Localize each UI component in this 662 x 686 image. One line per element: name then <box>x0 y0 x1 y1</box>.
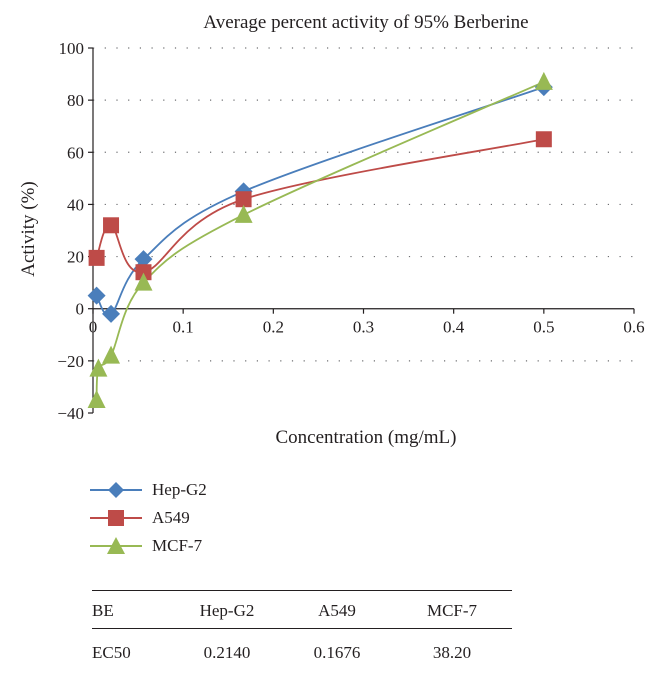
data-point-a549 <box>535 131 552 148</box>
table-cell: 0.2140 <box>203 643 251 662</box>
data-point-mcf-7 <box>87 389 106 408</box>
y-tick-label: −40 <box>57 404 84 423</box>
series-curves <box>95 81 545 401</box>
legend-item-hep-g2: Hep-G2 <box>88 476 207 504</box>
series-line-hep-g2 <box>95 86 545 316</box>
legend: Hep-G2 A549 MCF-7 <box>88 476 207 560</box>
table-row: EC50 0.2140 0.1676 38.20 <box>92 629 512 673</box>
data-point-mcf-7 <box>89 358 108 377</box>
table-cell: EC50 <box>92 643 131 662</box>
data-point-hep-g2 <box>134 250 153 269</box>
legend-label: Hep-G2 <box>152 480 207 499</box>
y-tick-label: 80 <box>67 91 84 110</box>
chart: Average percent activity of 95% Berberin… <box>18 12 645 448</box>
series-markers <box>87 71 553 408</box>
x-tick-label: 0 <box>89 318 98 337</box>
legend-swatch-a549 <box>90 510 142 526</box>
x-tick-label: 0.2 <box>263 318 284 337</box>
y-tick-label: 20 <box>67 248 84 267</box>
data-point-a549 <box>135 264 152 281</box>
y-tick-label: 60 <box>67 143 84 162</box>
series-line-a549 <box>95 138 545 274</box>
data-point-a549 <box>103 217 120 234</box>
legend-item-mcf-7: MCF-7 <box>88 532 207 560</box>
x-tick-label: 0.6 <box>623 318 644 337</box>
y-axis-label: Activity (%) <box>18 181 39 277</box>
table-mid-rule <box>92 628 512 629</box>
data-point-mcf-7 <box>102 345 121 364</box>
data-point-mcf-7 <box>134 272 153 291</box>
table-header-cell: Hep-G2 <box>199 601 255 620</box>
table-cell: 0.1676 <box>313 643 361 662</box>
x-tick-label: 0.5 <box>533 318 554 337</box>
data-point-mcf-7 <box>234 204 253 223</box>
x-axis-label: Concentration (mg/mL) <box>276 427 457 448</box>
y-tick-label: 40 <box>67 195 84 214</box>
x-tick-label: 0.4 <box>443 318 465 337</box>
y-tick-label: 0 <box>76 300 85 319</box>
data-point-hep-g2 <box>87 286 106 305</box>
chart-title: Average percent activity of 95% Berberin… <box>203 12 528 33</box>
y-tick-label: 100 <box>59 39 85 58</box>
legend-swatch-mcf-7 <box>90 537 142 554</box>
legend-label: MCF-7 <box>152 536 203 555</box>
table-top-rule <box>92 590 512 591</box>
y-tick-label: −20 <box>57 352 84 371</box>
tick-labels: −40 −20 0 20 40 60 80 100 0 0.1 0.2 0.3 0.4 0.5 0.6 <box>57 39 644 423</box>
ec50-table: BE Hep-G2 A549 MCF-7 EC50 0.2140 0.1676 … <box>92 590 512 673</box>
x-tick-label: 0.3 <box>353 318 374 337</box>
table-cell: 38.20 <box>432 643 472 662</box>
gridlines <box>93 47 634 362</box>
data-point-mcf-7 <box>534 71 553 90</box>
table-header-cell: BE <box>92 601 114 620</box>
table-header-cell: MCF-7 <box>426 601 478 620</box>
table-header-cell: A549 <box>318 601 356 620</box>
axes <box>88 47 635 414</box>
legend-label: A549 <box>152 508 190 527</box>
table-header-row: BE Hep-G2 A549 MCF-7 <box>92 594 512 628</box>
x-tick-label: 0.1 <box>173 318 194 337</box>
legend-item-a549: A549 <box>88 504 207 532</box>
data-point-a549 <box>235 191 252 208</box>
legend-swatch-hep-g2 <box>90 482 142 498</box>
data-point-a549 <box>88 249 105 266</box>
data-point-hep-g2 <box>102 304 121 323</box>
